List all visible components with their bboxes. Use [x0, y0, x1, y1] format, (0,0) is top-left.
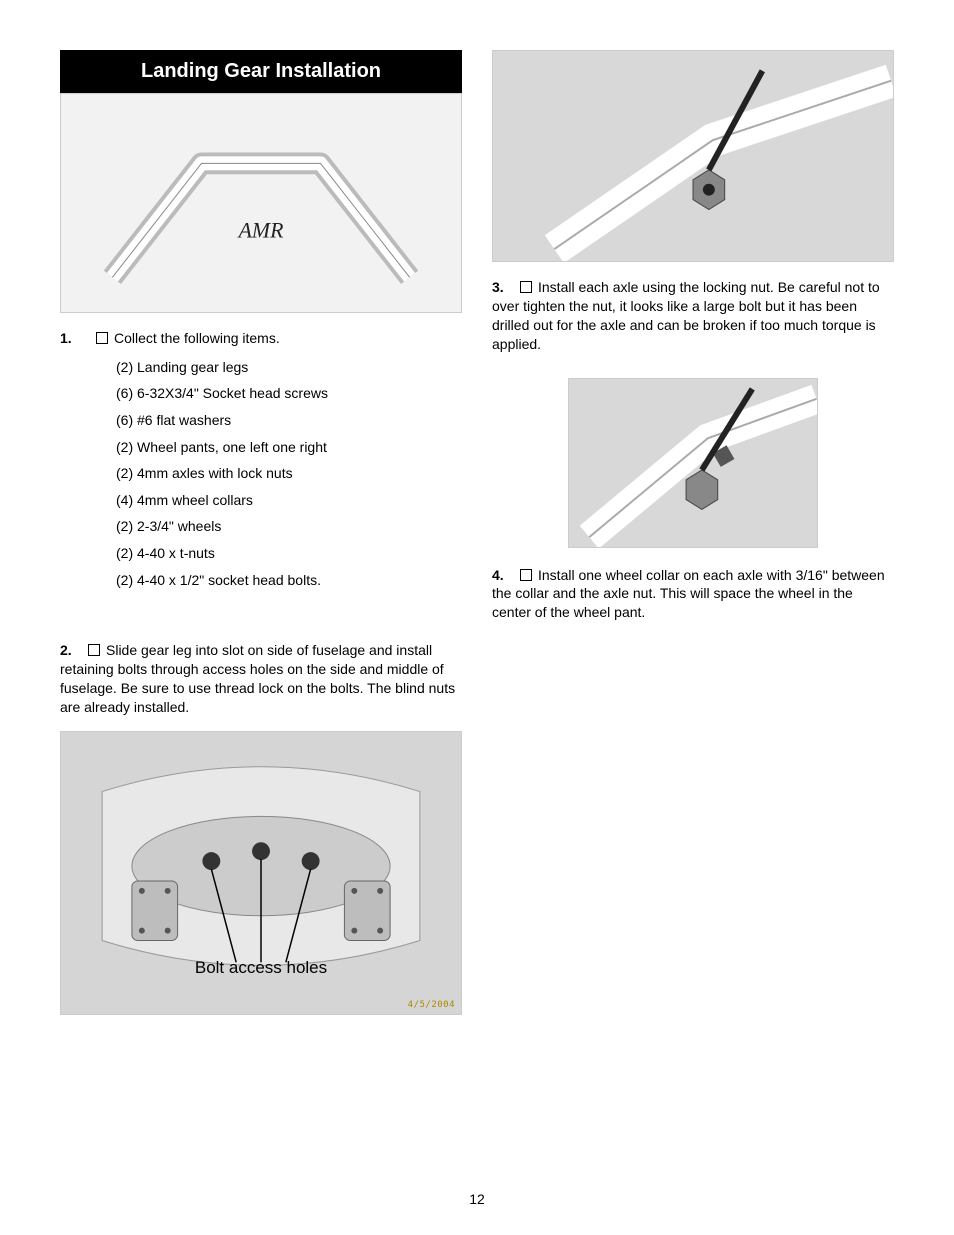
step-number: 3.	[492, 278, 510, 297]
figure-bolt-access: Bolt access holes 4/5/2004	[60, 731, 462, 1015]
list-item: (6) 6-32X3/4" Socket head screws	[116, 380, 462, 407]
wheel-collar-icon	[569, 379, 817, 547]
right-column: 3. Install each axle using the locking n…	[492, 50, 894, 1015]
svg-text:AMR: AMR	[237, 219, 284, 243]
step-4-text: Install one wheel collar on each axle wi…	[492, 567, 885, 621]
gear-legs-icon: AMR	[61, 94, 461, 312]
list-item: (2) 4-40 x t-nuts	[116, 540, 462, 567]
axle-install-icon	[493, 51, 893, 261]
list-item: (6) #6 flat washers	[116, 407, 462, 434]
checkbox-icon	[520, 281, 532, 293]
left-column: Landing Gear Installation AMR 1. Collect…	[60, 50, 462, 1015]
parts-list: (2) Landing gear legs (6) 6-32X3/4" Sock…	[116, 354, 462, 593]
figure-wheel-collar	[568, 378, 818, 548]
step-number: 2.	[60, 641, 78, 660]
step-2: 2. Slide gear leg into slot on side of f…	[60, 641, 462, 717]
figure-caption: Bolt access holes	[191, 958, 331, 978]
checkbox-icon	[88, 644, 100, 656]
list-item: (2) Wheel pants, one left one right	[116, 434, 462, 461]
list-item: (2) 4-40 x 1/2" socket head bolts.	[116, 567, 462, 594]
step-1-text: Collect the following items.	[114, 330, 280, 346]
checkbox-icon	[520, 569, 532, 581]
step-3-text: Install each axle using the locking nut.…	[492, 279, 880, 352]
step-1-lead: Collect the following items.	[96, 329, 280, 348]
list-item: (2) 4mm axles with lock nuts	[116, 460, 462, 487]
step-4: 4. Install one wheel collar on each axle…	[492, 566, 894, 623]
list-item: (2) 2-3/4" wheels	[116, 513, 462, 540]
photo-date-stamp: 4/5/2004	[408, 1000, 455, 1010]
list-item: (4) 4mm wheel collars	[116, 487, 462, 514]
step-number: 1.	[60, 329, 78, 348]
figure-gear-legs: AMR	[60, 93, 462, 313]
list-item: (2) Landing gear legs	[116, 354, 462, 381]
step-2-text: Slide gear leg into slot on side of fuse…	[60, 642, 455, 715]
page-number: 12	[0, 1191, 954, 1207]
step-1: 1. Collect the following items. (2) Land…	[60, 329, 462, 593]
section-title: Landing Gear Installation	[60, 50, 462, 93]
checkbox-icon	[96, 332, 108, 344]
step-number: 4.	[492, 566, 510, 585]
step-3: 3. Install each axle using the locking n…	[492, 278, 894, 354]
figure-axle-install	[492, 50, 894, 262]
